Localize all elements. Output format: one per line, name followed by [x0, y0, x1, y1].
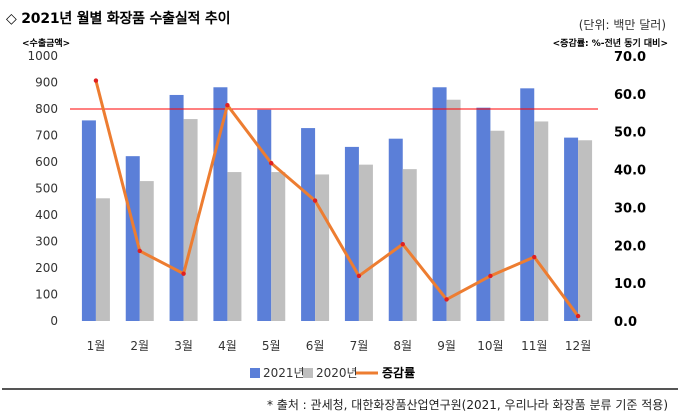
bar-2020: [271, 172, 286, 321]
bar-2020: [95, 198, 110, 321]
legend-label-growth-rate: 증감률: [382, 365, 415, 380]
x-tick-label: 10월: [477, 339, 503, 353]
growth-rate-point: [575, 313, 581, 319]
x-tick-label: 7월: [350, 339, 369, 353]
growth-rate-point: [312, 198, 318, 203]
legend-swatch-2020: [303, 368, 313, 378]
x-tick-label: 8월: [393, 339, 412, 353]
growth-rate-point: [400, 241, 405, 247]
y-left-tick-label: 100: [35, 288, 58, 302]
y-right-tick-label: 70.0: [614, 50, 646, 65]
bar-2021: [301, 128, 316, 321]
bar-2021: [213, 87, 228, 322]
growth-rate-point: [488, 273, 493, 279]
bar-2021: [520, 88, 535, 321]
growth-rate-point: [269, 160, 274, 166]
bar-2021: [476, 107, 491, 321]
bar-2020: [534, 121, 549, 321]
y-right-tick-label: 10.0: [614, 277, 646, 292]
bar-2020: [490, 130, 505, 321]
bar-2020: [139, 181, 154, 321]
growth-rate-point: [181, 271, 186, 276]
x-tick-label: 2월: [130, 339, 149, 353]
growth-rate-line: [94, 80, 580, 317]
y-left-tick-label: 0: [50, 314, 58, 328]
x-tick-label: 12월: [565, 339, 591, 353]
y-right-tick-label: 40.0: [614, 164, 646, 179]
growth-rate-point: [137, 248, 142, 254]
y-right-tick-label: 20.0: [614, 239, 646, 254]
x-tick-label: 4월: [218, 339, 237, 353]
x-tick-label: 11월: [521, 339, 547, 353]
bar-2021: [344, 146, 359, 321]
growth-rate-point: [532, 254, 537, 260]
y-right-tick-label: 50.0: [614, 126, 646, 141]
y-right-tick-label: 0.0: [614, 315, 637, 330]
y-left-tick-label: 700: [35, 129, 58, 143]
y-right-tick-label: 30.0: [614, 201, 646, 216]
growth-rate-point: [225, 103, 230, 108]
growth-rate-point: [444, 297, 449, 302]
legend-label-2020: 2020년: [316, 366, 358, 380]
growth-rate-point: [93, 78, 99, 83]
y-left-tick-label: 500: [35, 182, 58, 196]
source-note: * 출처 : 관세청, 대한화장품산업연구원(2021, 우리나라 화장품 분류…: [266, 398, 668, 412]
bar-2021: [432, 87, 447, 322]
legend-swatch-2021: [250, 368, 260, 378]
bar-2021: [125, 156, 140, 321]
bar-2020: [358, 164, 373, 321]
left-axis-caption: <수출금액>: [22, 39, 71, 49]
bar-2021: [257, 109, 272, 321]
chart-title: ◇ 2021년 월별 화장품 수출실적 추이: [6, 11, 231, 27]
growth-rate-point: [356, 273, 362, 279]
combo-chart: 0 100 200 300 400 500 600 700 800 900 1000 0.0 10.0 2…: [27, 49, 646, 380]
legend-label-2021: 2021년: [263, 366, 305, 380]
y-left-tick-label: 200: [35, 261, 58, 275]
bar-2021: [169, 94, 184, 321]
bar-2020: [578, 140, 593, 321]
bar-2021: [81, 120, 96, 322]
x-tick-label: 9월: [437, 339, 456, 353]
y-right-tick-label: 60.0: [614, 88, 646, 103]
bar-2020: [315, 174, 330, 321]
x-tick-label: 3월: [174, 339, 193, 353]
bar-2020: [402, 169, 417, 321]
y-left-tick-label: 800: [35, 102, 58, 116]
bar-2020: [183, 119, 198, 321]
y-left-tick-label: 1000: [27, 49, 58, 63]
x-tick-label: 6월: [306, 339, 325, 353]
x-tick-label: 1월: [87, 339, 106, 353]
bar-2021: [388, 138, 403, 321]
bar-2020: [227, 172, 242, 321]
y-left-tick-label: 600: [35, 155, 58, 169]
x-tick-label: 5월: [262, 339, 281, 353]
y-left-tick-label: 900: [35, 76, 58, 90]
right-axis-caption: <증감률: %-전년 동기 대비>: [552, 39, 668, 49]
bar-2020: [446, 99, 461, 321]
footer-divider: [2, 388, 678, 390]
bar-2021: [564, 137, 579, 321]
y-left-tick-label: 400: [35, 208, 58, 222]
unit-label: (단위: 백만 달러): [578, 18, 666, 32]
y-left-tick-label: 300: [35, 235, 58, 249]
